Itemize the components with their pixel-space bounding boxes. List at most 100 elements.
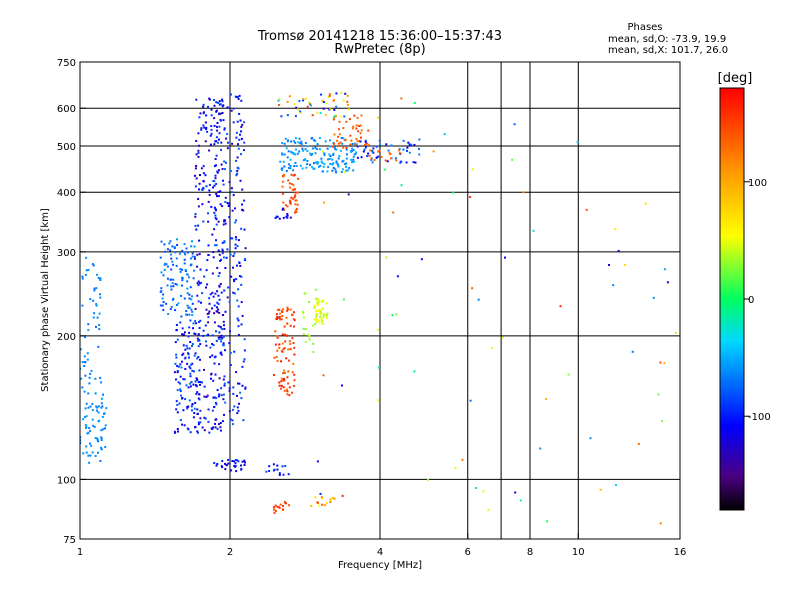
data-point [279, 503, 282, 506]
data-point [284, 501, 286, 504]
data-point [233, 280, 236, 283]
data-point [290, 151, 293, 154]
data-point [183, 297, 186, 300]
data-point [376, 399, 379, 402]
data-point [281, 333, 284, 336]
data-point [418, 153, 421, 156]
data-point [329, 498, 332, 501]
data-point [235, 159, 238, 162]
data-point [333, 115, 336, 118]
data-point [166, 248, 169, 251]
data-point [418, 138, 421, 141]
data-point [187, 428, 190, 431]
data-point [90, 444, 93, 447]
data-point [170, 268, 173, 271]
data-point [210, 108, 213, 111]
data-point [91, 263, 94, 266]
data-point [398, 152, 401, 155]
data-point [178, 252, 181, 255]
data-point [186, 292, 189, 295]
data-point [231, 423, 234, 426]
data-point [318, 148, 321, 151]
data-point [289, 308, 292, 311]
data-point [199, 417, 202, 420]
data-point [216, 101, 219, 104]
data-point [305, 166, 308, 169]
data-point [336, 139, 339, 142]
data-point [350, 150, 353, 153]
data-point [85, 256, 88, 259]
data-point [87, 392, 90, 395]
data-point [364, 146, 367, 149]
data-point [200, 281, 202, 284]
data-point [296, 207, 298, 210]
data-point [203, 416, 206, 419]
data-point [317, 309, 320, 312]
data-point [181, 284, 183, 287]
data-point [191, 295, 193, 298]
data-point [363, 148, 366, 151]
data-point [220, 291, 223, 294]
data-point [193, 370, 195, 373]
data-point [376, 116, 379, 119]
data-point [191, 343, 194, 345]
data-point [182, 352, 185, 355]
data-point [214, 355, 217, 358]
phases-x-stats: mean, sd,X: 101.7, 26.0 [608, 45, 728, 56]
data-point [345, 162, 348, 165]
data-point [209, 143, 212, 146]
data-point [545, 398, 548, 400]
data-point [284, 372, 287, 374]
data-point [91, 418, 94, 421]
data-point [392, 211, 395, 214]
data-point [233, 465, 236, 467]
data-point [237, 98, 240, 100]
data-point [282, 308, 285, 311]
data-point [196, 391, 199, 394]
data-point [326, 317, 329, 319]
data-point [210, 114, 213, 117]
data-point [220, 141, 223, 144]
data-point [293, 353, 296, 356]
data-point [322, 312, 325, 315]
data-point [359, 132, 362, 135]
data-point [232, 107, 235, 110]
data-point [280, 384, 283, 387]
data-point [342, 99, 345, 102]
data-point [209, 346, 212, 349]
y-tick-label: 600 [57, 104, 76, 115]
data-point [219, 103, 222, 106]
data-point [188, 293, 191, 296]
data-point [287, 473, 290, 476]
data-point [189, 382, 192, 385]
data-point [176, 238, 178, 241]
data-point [360, 129, 363, 132]
data-point [631, 350, 634, 353]
data-point [286, 140, 289, 143]
data-point [345, 146, 348, 149]
data-point [338, 120, 341, 123]
data-point [199, 343, 202, 346]
data-point [186, 407, 189, 410]
data-point [331, 145, 334, 148]
data-point [188, 331, 191, 334]
data-point [315, 320, 318, 323]
data-point [184, 253, 187, 256]
data-point [349, 134, 352, 137]
data-point [296, 108, 299, 111]
data-point [675, 331, 677, 334]
data-point [237, 147, 240, 150]
data-point [169, 249, 172, 252]
data-point [234, 459, 237, 462]
data-point [218, 363, 221, 366]
data-point [230, 109, 233, 112]
data-point [237, 382, 239, 385]
data-point [318, 504, 321, 507]
data-point [331, 497, 334, 500]
data-point [321, 170, 324, 173]
data-points [80, 91, 677, 525]
data-point [186, 304, 189, 307]
data-point [208, 302, 211, 305]
data-point [513, 123, 516, 126]
data-point [202, 165, 205, 168]
